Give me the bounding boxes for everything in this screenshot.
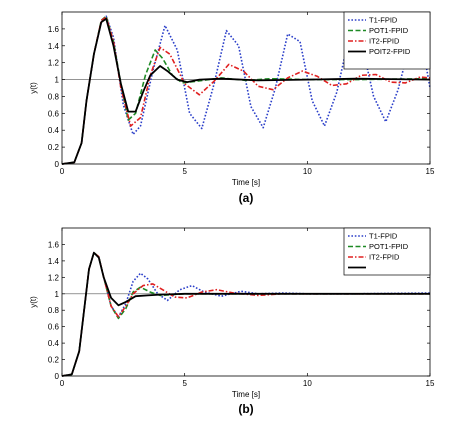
y-tick-label: 0.4 [48, 339, 60, 348]
y-axis-label: y(t) [29, 296, 38, 308]
legend-label-2: POT1-FPID [369, 242, 409, 251]
y-tick-label: 0.2 [48, 356, 60, 365]
y-tick-label: 0.8 [48, 92, 60, 101]
x-axis-label: Time [s] [232, 178, 260, 187]
figure-caption: (a) [239, 191, 254, 205]
y-tick-label: 0.4 [48, 126, 60, 135]
legend-label-2: POT1-FPID [369, 26, 409, 35]
x-tick-label: 5 [182, 379, 187, 388]
x-tick-label: 0 [60, 379, 65, 388]
legend-label-3: IT2-FPID [369, 37, 400, 46]
x-tick-label: 5 [182, 167, 187, 176]
series-line-4 [61, 251, 430, 377]
x-axis-label: Time [s] [232, 390, 260, 399]
y-tick-label: 0.8 [48, 306, 60, 315]
figure-caption: (b) [238, 402, 253, 416]
x-tick-label: 10 [303, 379, 312, 388]
y-tick-label: 1.4 [48, 42, 60, 51]
y-tick-label: 1 [55, 76, 60, 85]
y-tick-label: 0.6 [48, 323, 60, 332]
x-tick-label: 15 [426, 379, 435, 388]
y-tick-label: 0 [55, 160, 60, 169]
y-tick-label: 0.6 [48, 109, 60, 118]
legend-label-1: T1-FPID [369, 232, 398, 241]
y-tick-label: 0.2 [48, 143, 60, 152]
legend-label-4: POIT2-FPID [369, 47, 411, 56]
plot-frame [61, 11, 431, 165]
y-tick-label: 1.2 [48, 59, 60, 68]
y-tick-label: 1.4 [48, 257, 60, 266]
legend-box [343, 11, 431, 70]
plot-frame [61, 227, 431, 377]
y-axis-label: y(t) [29, 82, 38, 94]
x-tick-label: 10 [303, 167, 312, 176]
chart-panel-1: 0 5 10 15 0 0.2 0.4 0.6 0.8 1 1.2 1.4 1.6 Time [s] y(t… [29, 11, 435, 205]
series-line-3 [61, 16, 431, 165]
y-tick-label: 0 [55, 372, 60, 381]
y-tick-label: 1.2 [48, 273, 60, 282]
series-line-4 [61, 17, 431, 165]
x-tick-label: 15 [426, 167, 435, 176]
y-tick-label: 1.6 [48, 240, 60, 249]
x-tick-label: 0 [60, 167, 65, 176]
y-tick-label: 1 [55, 290, 60, 299]
y-tick-label: 1.6 [48, 25, 60, 34]
legend-label-3: IT2-FPID [369, 253, 400, 262]
chart-panel-2: 0 5 10 15 0 0.2 0.4 0.6 0.8 1 1.2 1.4 1.6 Time [s] y(t… [29, 227, 435, 416]
legend-label-1: T1-FPID [369, 16, 398, 25]
